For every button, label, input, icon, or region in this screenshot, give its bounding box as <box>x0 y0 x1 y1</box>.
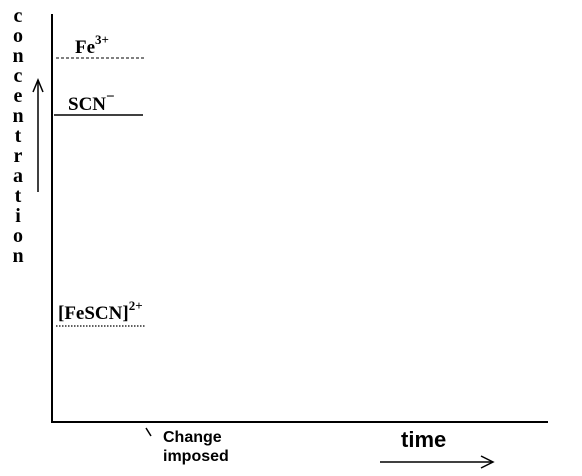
scn-label-base: SCN <box>68 94 106 115</box>
change-imposed-label: Change imposed <box>163 429 229 465</box>
y-axis-label-letter: o <box>13 25 23 47</box>
scn-label: SCN− <box>68 89 115 115</box>
y-axis-label-letter: i <box>15 205 21 227</box>
x-axis-label: time <box>401 427 446 452</box>
y-axis-label-letter: c <box>14 5 23 27</box>
scn-label-superscript: − <box>106 89 115 105</box>
y-axis-label-letter: t <box>15 185 22 207</box>
fescn-label-base: [FeSCN] <box>58 303 129 324</box>
y-axis-label-letter: e <box>14 85 23 107</box>
y-axis-label-letter: a <box>13 165 23 187</box>
fe-label-superscript: 3+ <box>95 32 109 47</box>
y-axis-label-letter: n <box>12 105 23 127</box>
y-axis-label-letter: n <box>12 45 23 67</box>
y-axis-label: c o n c e n t r a t i o n <box>12 5 23 267</box>
y-axis-label-letter: r <box>14 145 23 167</box>
fescn-label-superscript: 2+ <box>129 298 143 313</box>
change-imposed-tick <box>145 427 152 437</box>
y-axis-arrow <box>32 78 44 192</box>
y-axis-label-letter: n <box>12 245 23 267</box>
y-axis-label-letter: t <box>15 125 22 147</box>
change-imposed-line1: Change <box>163 429 222 446</box>
y-axis-label-letter: o <box>13 225 23 247</box>
fe-label-base: Fe <box>75 37 95 58</box>
fescn-label: [FeSCN]2+ <box>58 298 143 324</box>
y-axis-label-letter: c <box>14 65 23 87</box>
change-imposed-line2: imposed <box>163 448 229 465</box>
x-axis-arrow <box>380 455 495 469</box>
fe-label: Fe3+ <box>75 32 109 58</box>
